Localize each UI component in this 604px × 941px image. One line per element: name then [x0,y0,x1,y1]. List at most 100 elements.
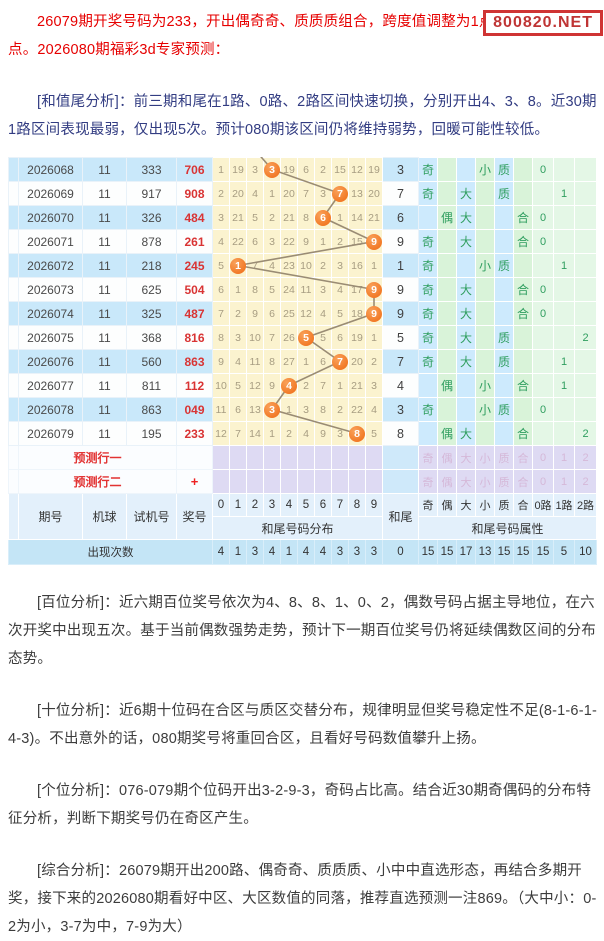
attribute-cell: 质 [494,157,514,182]
trend-row: 2026078 11 863 049 11 6 13 3 1 3 8 2 22 4 3 奇小质 0 [8,397,597,422]
miss-cell: 1 [314,229,332,254]
miss-cell: 26 [280,325,298,350]
miss-cell: 7 [331,349,349,374]
attribute-header-cell: 质 [494,493,514,517]
attribute-header-cell: 小 [475,493,495,517]
attribute-cell: 质 [494,325,514,350]
trend-row: 2026076 11 560 863 9 4 11 8 27 1 6 7 20 2 7 奇大质 1 [8,349,597,374]
attribute-cell: 0 [532,277,554,302]
attribute-cell [574,205,597,230]
issue-cell: 2026075 [18,325,83,350]
miss-cell: 7 [331,181,349,206]
test-number-cell: 878 [126,229,177,254]
miss-cell: 3 [246,157,264,182]
prediction-attribute-cell: 奇 [418,469,438,494]
sum-tail-analysis-paragraph: [和值尾分析]：前三期和尾在1路、0路、2路区间快速切换，分别开出4、3、8。近… [8,94,597,138]
attribute-cell [456,157,476,182]
attribute-cell [532,325,554,350]
attribute-count-cell: 15 [494,539,514,565]
issue-cell: 2026070 [18,205,83,230]
prediction-miss-cell [331,469,349,494]
tens-analysis-paragraph: [十位分析]：近6期十位码在合区与质区交替分布，规律明显但奖号稳定性不足(8-1… [8,703,598,747]
prize-number-cell: 908 [176,181,213,206]
prize-number-cell: 245 [176,253,213,278]
attribute-header-cell: 大 [456,493,476,517]
attribute-cell [574,253,597,278]
drawn-tail-ball: 3 [264,401,280,418]
miss-cell: 17 [348,277,366,302]
prediction-miss-cell [212,469,230,494]
miss-cell: 5 [365,421,383,446]
attribute-cell [456,373,476,398]
machine-cell: 11 [82,373,127,398]
trend-row: 2026069 11 917 908 2 20 4 1 20 7 3 7 13 20 7 奇大质 1 [8,181,597,206]
attribute-count-cell: 5 [553,539,575,565]
attribute-cell: 合 [513,421,533,446]
attribute-cell [437,229,457,254]
prediction-row: 预测行一 奇偶大小质合 0 1 2 [8,445,597,470]
spacer-cell [8,349,19,374]
attribute-cell: 奇 [418,229,438,254]
miss-cell: 3 [365,373,383,398]
spacer-cell [8,181,19,206]
attribute-cell [553,397,575,422]
machine-cell: 11 [82,205,127,230]
miss-cell: 7 [246,253,264,278]
attribute-cell: 2 [574,325,597,350]
miss-cell: 6 [212,277,230,302]
prize-number-cell: 504 [176,277,213,302]
test-number-cell: 917 [126,181,177,206]
digit-count-cell: 4 [263,539,281,565]
miss-cell: 20 [365,181,383,206]
digit-header-cell: 3 [263,493,281,517]
digit-header-cell: 0 [212,493,230,517]
attribute-cell [513,397,533,422]
miss-cell: 8 [348,421,366,446]
miss-cell: 9 [365,229,383,254]
miss-cell: 16 [348,253,366,278]
miss-cell: 2 [331,229,349,254]
drawn-tail-ball: 4 [281,377,297,394]
miss-cell: 10 [297,253,315,278]
attribute-cell: 合 [513,277,533,302]
attribute-cell [574,301,597,326]
prediction-miss-cell [348,469,366,494]
miss-cell: 10 [212,373,230,398]
attribute-count-cell: 17 [456,539,476,565]
miss-cell: 3 [263,397,281,422]
issue-cell: 2026077 [18,373,83,398]
attribute-cell [494,373,514,398]
miss-cell: 2 [280,421,298,446]
prediction-attribute-cell: 大 [456,445,476,470]
comprehensive-analysis-paragraph: [综合分析]：26079期开出200路、偶奇奇、质质质、小中中直选形态，再结合多… [8,863,597,935]
prize-header-cell: 奖号 [176,493,213,540]
miss-cell: 8 [212,325,230,350]
attribute-cell [418,373,438,398]
trend-row: 2026079 11 195 233 12 7 14 1 2 4 9 3 8 5 8 偶大合 2 [8,421,597,446]
trend-row: 2026073 11 625 504 6 1 8 5 24 11 3 4 17 9 9 奇大合 0 [8,277,597,302]
intro-paragraph: 26079期开奖号码为233，开出偶奇奇、质质质组合，跨度值调整为1点，和值低开… [8,14,576,58]
miss-cell: 5 [297,325,315,350]
spacer-cell [8,445,19,470]
drawn-tail-ball: 9 [366,233,382,250]
miss-cell: 3 [212,205,230,230]
issue-cell: 2026069 [18,181,83,206]
miss-cell: 25 [280,301,298,326]
attribute-cell [574,349,597,374]
prediction-miss-cell [280,445,298,470]
miss-cell: 4 [263,253,281,278]
header-row-top: 期号 机球 试机号 奖号 0 1 2 3 4 5 6 7 8 9 和尾奇偶大小质合 0路 1路 2路 [8,493,597,540]
attribute-cell: 偶 [437,373,457,398]
trend-row: 2026068 11 333 706 1 19 3 3 19 6 2 15 12 19 3 奇小质 0 [8,157,597,182]
trend-table-body: 2026068 11 333 706 1 19 3 3 19 6 2 15 12 19 3 奇小质 0 20260… [8,157,597,565]
tail-trend-chart: 2026068 11 333 706 1 19 3 3 19 6 2 15 12 19 3 奇小质 0 20260… [8,157,597,565]
miss-cell: 7 [212,301,230,326]
machine-cell: 11 [82,181,127,206]
attribute-cell: 奇 [418,181,438,206]
drawn-tail-ball: 7 [332,185,348,202]
miss-cell: 22 [280,229,298,254]
miss-cell: 3 [314,277,332,302]
miss-cell: 13 [348,181,366,206]
attribute-cell [475,229,495,254]
prediction-miss-cell [263,469,281,494]
